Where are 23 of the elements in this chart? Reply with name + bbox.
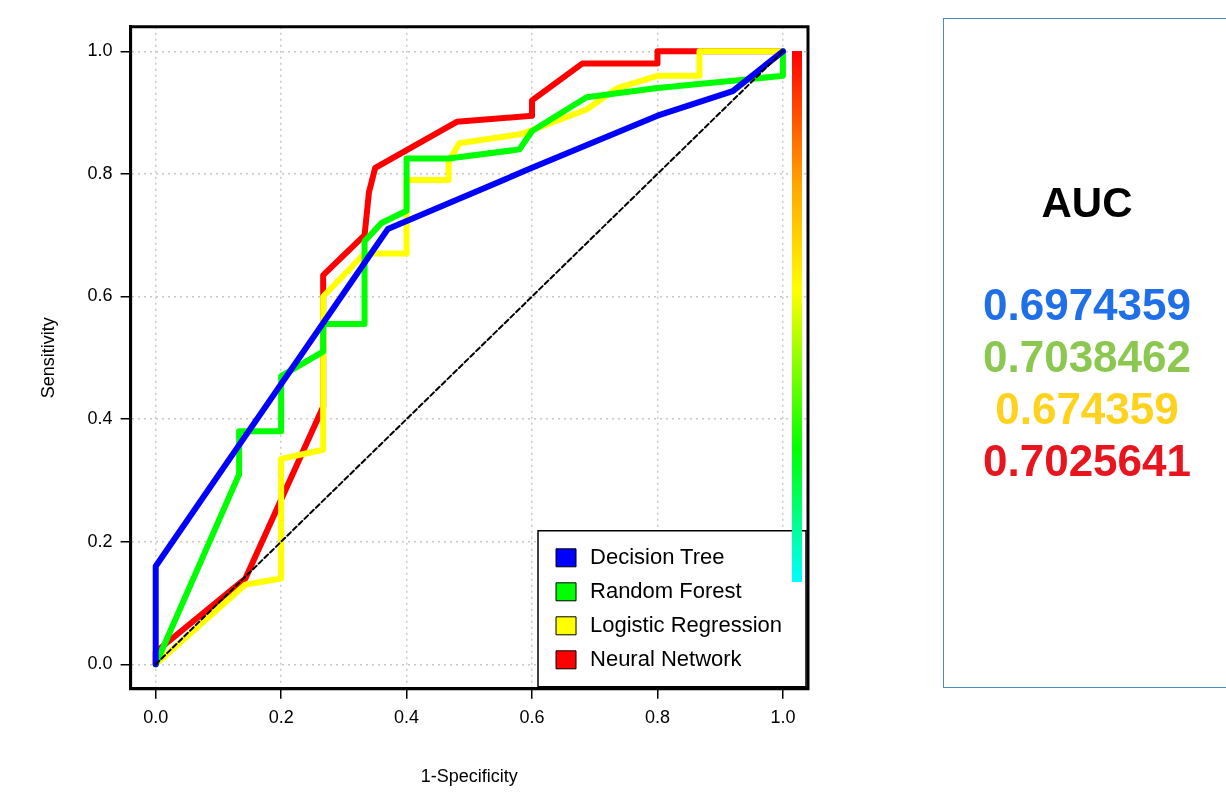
y-tick-label: 0.0 [87, 653, 113, 674]
legend-label: Random Forest [590, 577, 742, 603]
x-tick-label: 1.0 [770, 706, 796, 727]
text: 0.6974359 [982, 279, 1192, 331]
text: 0.7038462 [982, 331, 1192, 383]
y-tick-label: 1.0 [87, 40, 113, 61]
x-tick-label: 0.0 [143, 706, 169, 727]
text: 0.674359 [994, 383, 1180, 435]
text: AUC [1040, 179, 1134, 227]
x-axis-title: 1-Specificity [420, 766, 518, 787]
text: 0.7025641 [982, 435, 1192, 487]
legend-label: Neural Network [590, 645, 743, 671]
x-tick-label: 0.6 [519, 706, 545, 727]
x-tick-label: 0.8 [644, 706, 670, 727]
y-tick-label: 0.4 [87, 408, 113, 429]
legend-label: Logistic Regression [590, 611, 782, 637]
y-tick-label: 0.6 [87, 285, 113, 306]
x-tick-label: 0.4 [394, 706, 420, 727]
x-tick-label: 0.2 [268, 706, 294, 727]
legend-label: Decision Tree [590, 543, 725, 569]
y-tick-label: 0.2 [87, 530, 113, 551]
y-axis-title: Sensitivity [37, 317, 58, 399]
y-tick-label: 0.8 [87, 162, 113, 183]
